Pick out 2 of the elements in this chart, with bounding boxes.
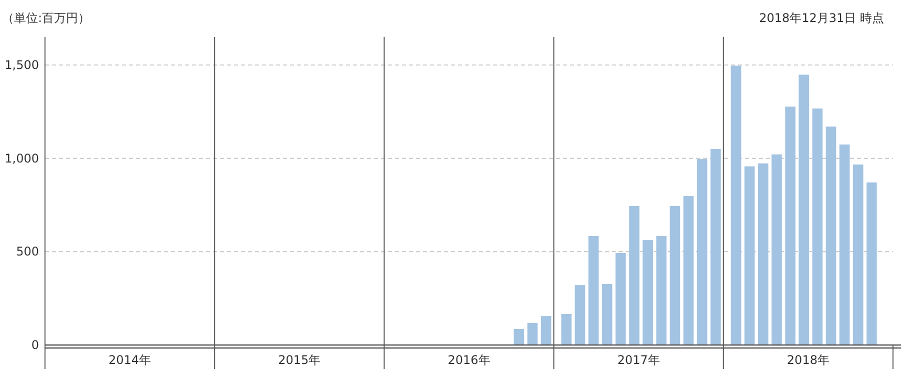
annotation: 2018年12月31日 時点 bbox=[759, 11, 884, 25]
ylabel: （単位:百万円） bbox=[2, 11, 90, 25]
